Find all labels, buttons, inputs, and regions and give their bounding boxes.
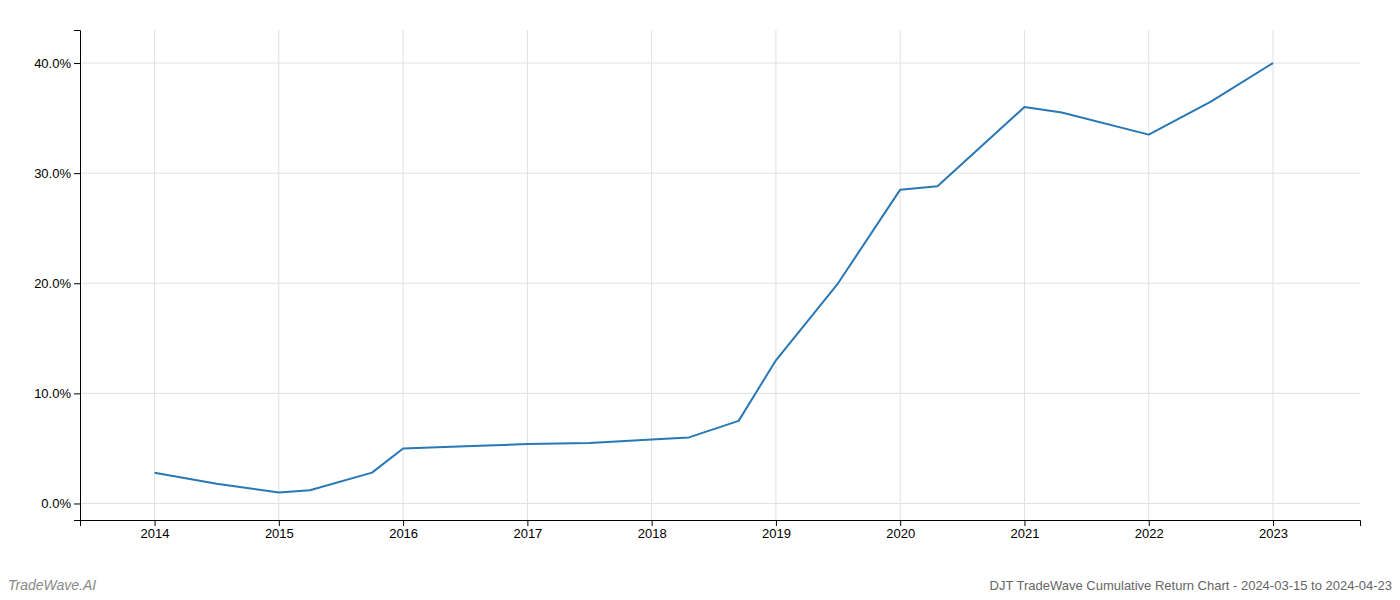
x-axis-line [81,521,1361,527]
x-tick-label: 2018 [638,526,667,541]
x-axis: 2014 2015 2016 2017 2018 2019 2020 2021 2022 2023 [81,520,1361,541]
x-tick-mark [155,520,156,526]
x-tick: 2016 [389,520,418,541]
grid-line-y [80,283,1360,284]
x-tick: 2022 [1135,520,1164,541]
x-tick-label: 2016 [389,526,418,541]
grid-line-x [403,30,404,520]
x-tick: 2019 [762,520,791,541]
grid-line-x [527,30,528,520]
grid-line-x [278,30,279,520]
x-tick-mark [1149,520,1150,526]
x-tick-label: 2022 [1135,526,1164,541]
y-axis-line [74,31,81,521]
grid-line-y [80,173,1360,174]
x-tick: 2015 [265,520,294,541]
y-tick-mark [74,173,80,174]
y-tick: 30.0% [34,166,80,181]
x-tick: 2023 [1259,520,1288,541]
y-tick-mark [74,283,80,284]
y-tick: 40.0% [34,56,80,71]
line [155,63,1273,492]
y-tick-label: 0.0% [41,496,71,511]
grid-line-x [900,30,901,520]
y-tick: 20.0% [34,276,80,291]
grid-line-y [80,393,1360,394]
x-tick: 2021 [1011,520,1040,541]
grid-line-y [80,63,1360,64]
y-tick: 10.0% [34,386,80,401]
y-tick-label: 20.0% [34,276,71,291]
x-tick-mark [403,520,404,526]
y-tick-label: 30.0% [34,166,71,181]
y-tick: 0.0% [41,496,80,511]
x-tick: 2020 [886,520,915,541]
plot-area: 2014 2015 2016 2017 2018 2019 2020 2021 2022 2023… [34,30,1360,541]
chart: 2014 2015 2016 2017 2018 2019 2020 2021 2022 2023… [0,0,1400,600]
grid-line-x [154,30,155,520]
y-axis: 0.0% 10.0% 20.0% 30.0% 40.0% [34,31,80,521]
x-tick: 2014 [141,520,170,541]
x-tick: 2017 [513,520,542,541]
watermark: TradeWave.AI [8,577,96,593]
grid-line-x [1024,30,1025,520]
y-tick-label: 10.0% [34,386,71,401]
x-tick-mark [1024,520,1025,526]
y-tick-mark [74,393,80,394]
y-tick-label: 40.0% [34,56,71,71]
x-tick-label: 2019 [762,526,791,541]
x-tick-label: 2020 [886,526,915,541]
grid-line-y [80,503,1360,504]
y-tick-mark [74,63,80,64]
x-tick-mark [776,520,777,526]
x-tick-mark [279,520,280,526]
x-tick-label: 2015 [265,526,294,541]
x-tick-mark [652,520,653,526]
x-tick-label: 2021 [1011,526,1040,541]
x-tick-mark [527,520,528,526]
grid [80,30,1360,520]
x-tick-label: 2014 [141,526,170,541]
x-tick-label: 2017 [513,526,542,541]
y-tick-mark [74,503,80,504]
x-tick: 2018 [638,520,667,541]
grid-line-x [775,30,776,520]
marks [155,63,1273,492]
grid-line-x [1273,30,1274,520]
grid-line-x [651,30,652,520]
grid-line-x [1148,30,1149,520]
x-tick-label: 2023 [1259,526,1288,541]
x-tick-mark [900,520,901,526]
x-tick-mark [1273,520,1274,526]
title: DJT TradeWave Cumulative Return Chart - … [990,578,1392,593]
